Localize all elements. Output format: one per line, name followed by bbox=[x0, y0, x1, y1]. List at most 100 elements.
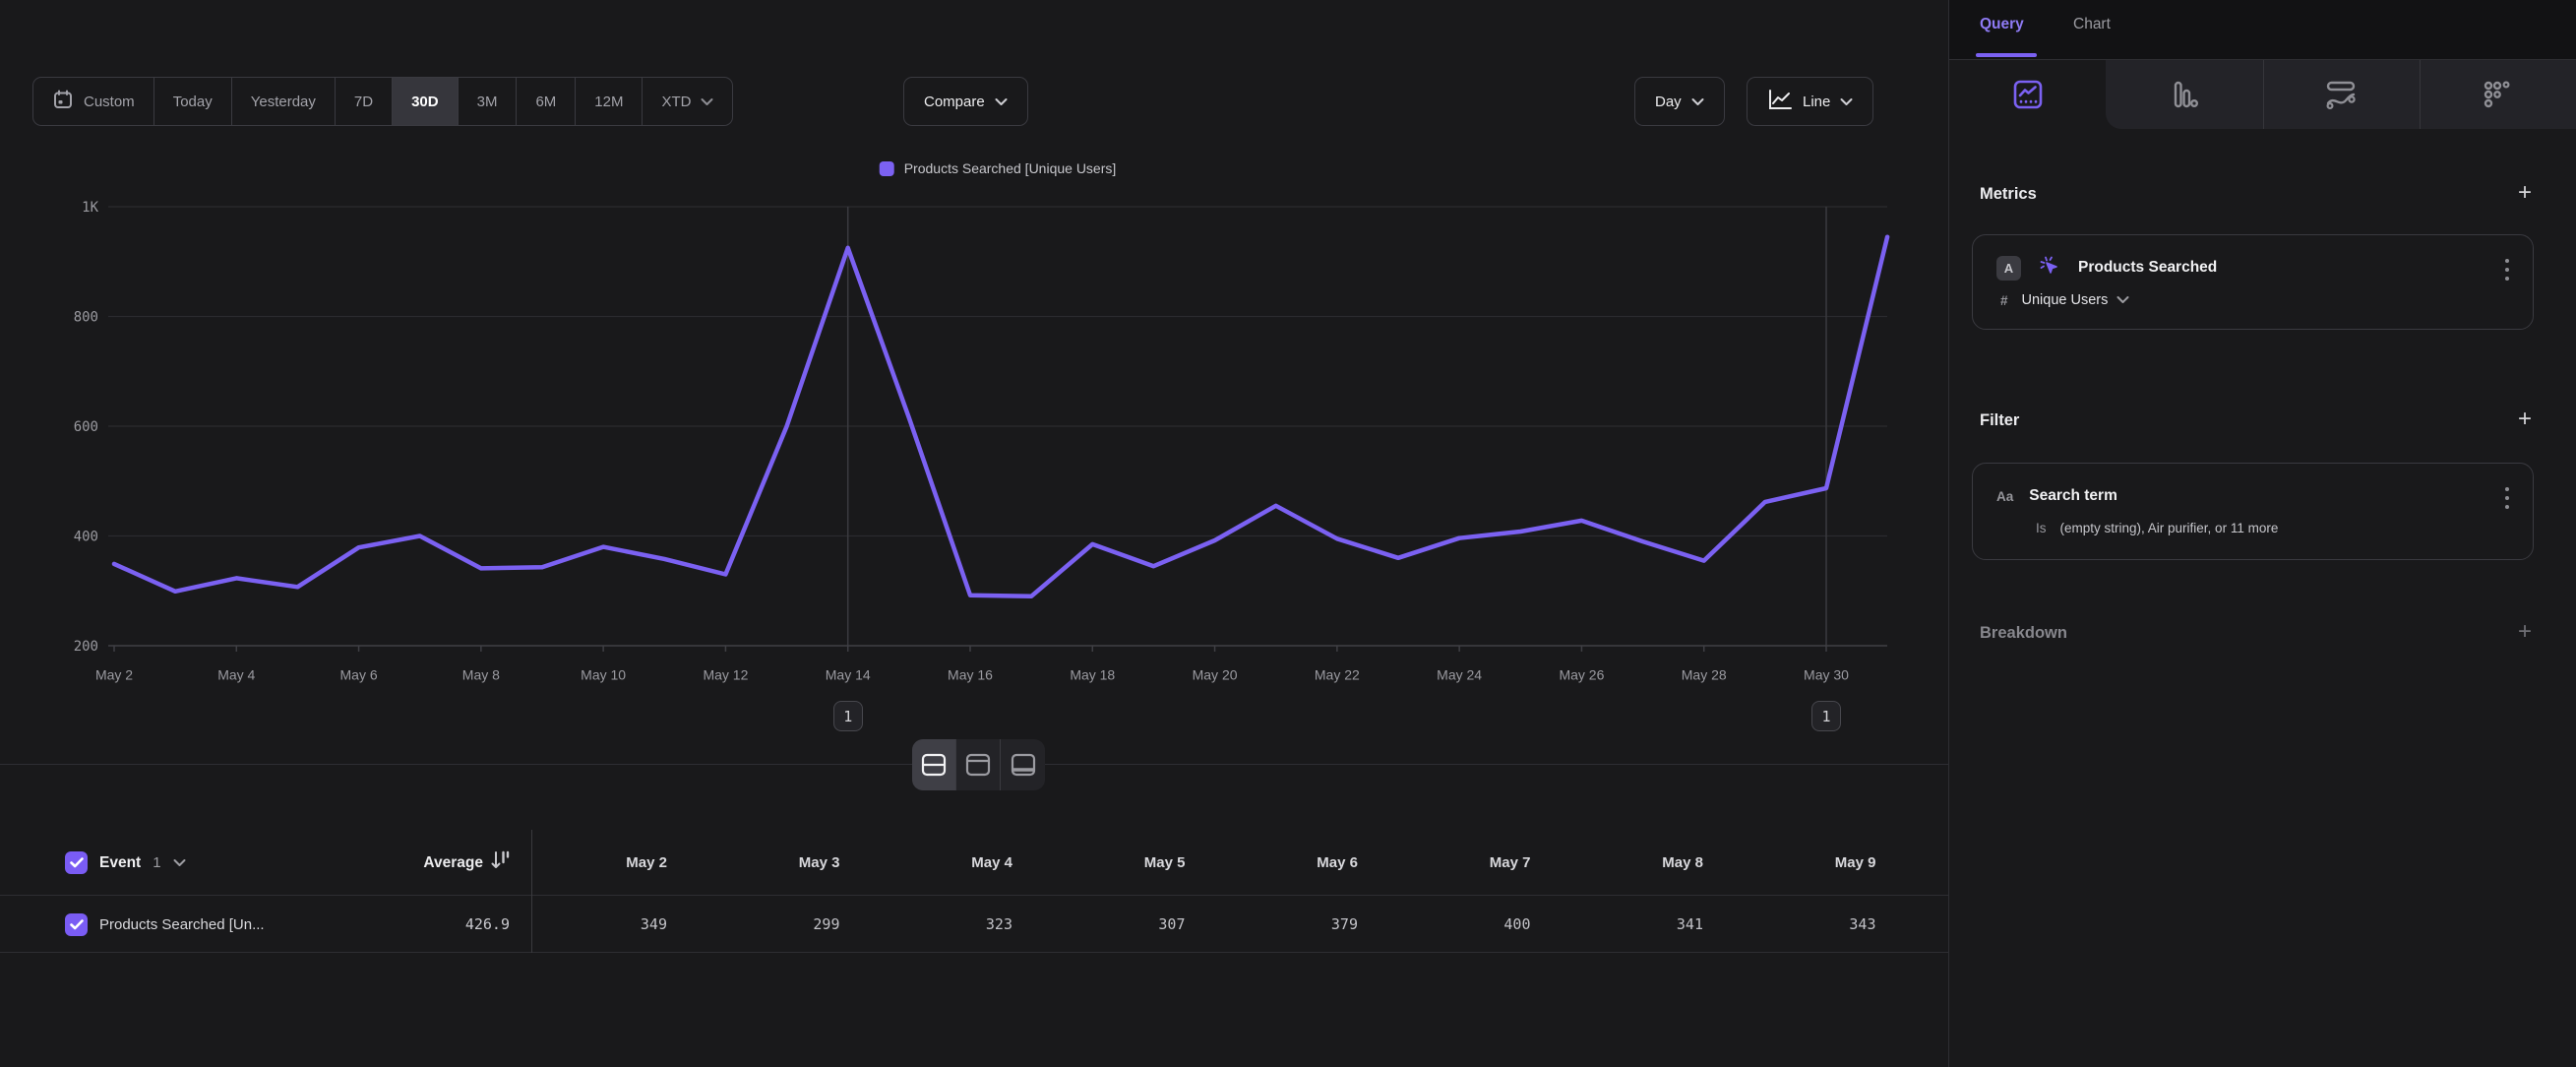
filter-card[interactable]: Aa Search term Is (empty string), Air pu… bbox=[1972, 463, 2534, 560]
compare-button[interactable]: Compare bbox=[903, 77, 1028, 126]
report-tab-insights[interactable] bbox=[1949, 60, 2106, 129]
add-metric-button[interactable]: + bbox=[2517, 179, 2532, 206]
date-column-header[interactable]: May 6 bbox=[1317, 854, 1358, 871]
x-axis-tick-label: May 24 bbox=[1437, 666, 1482, 682]
layout-chart-and-table-button[interactable] bbox=[912, 739, 956, 790]
x-axis-tick-label: May 4 bbox=[217, 666, 255, 682]
x-axis-tick-label: May 10 bbox=[581, 666, 626, 682]
sort-descending-icon[interactable] bbox=[491, 850, 510, 875]
date-column-header[interactable]: May 8 bbox=[1662, 854, 1703, 871]
line-chart[interactable]: 1K 800 600 400 200 May 2 May 4 May 6 May 8 May 10… bbox=[0, 0, 1948, 748]
table-row[interactable]: Products Searched [Un... 426.9 349 299 323… bbox=[0, 896, 1948, 953]
row-checkbox[interactable] bbox=[65, 912, 88, 936]
x-axis-tick-label: May 16 bbox=[948, 666, 993, 682]
annotation-badge[interactable]: 1 bbox=[832, 701, 863, 731]
report-main: Custom Today Yesterday 7D 30D 3M 6M 12M XTD Comp… bbox=[0, 0, 1948, 953]
breakdown-section-title: Breakdown bbox=[1980, 624, 2067, 642]
range-xtd[interactable]: XTD bbox=[643, 78, 732, 125]
event-header-label: Event bbox=[99, 853, 142, 871]
series-line[interactable] bbox=[111, 234, 1890, 599]
chevron-down-icon bbox=[701, 97, 713, 105]
active-tab-underline bbox=[1976, 53, 2037, 57]
row-average-value: 426.9 bbox=[464, 915, 510, 933]
x-axis-tick-label: May 28 bbox=[1682, 666, 1727, 682]
tab-query[interactable]: Query bbox=[1980, 16, 2024, 32]
report-tab-funnels[interactable] bbox=[2106, 60, 2262, 129]
filter-condition: Is (empty string), Air purifier, or 11 m… bbox=[2036, 521, 2278, 535]
y-axis-tick-label: 200 bbox=[74, 639, 98, 655]
layout-toggle bbox=[912, 739, 1045, 790]
range-12m[interactable]: 12M bbox=[576, 78, 644, 125]
range-7d[interactable]: 7D bbox=[336, 78, 394, 125]
layout-chart-only-button[interactable] bbox=[956, 739, 1001, 790]
toolbar: Custom Today Yesterday 7D 30D 3M 6M 12M XTD Comp… bbox=[32, 77, 1889, 126]
chevron-down-icon[interactable] bbox=[173, 854, 186, 872]
chevron-down-icon bbox=[1840, 94, 1853, 110]
chevron-down-icon bbox=[1691, 97, 1704, 105]
chevron-down-icon bbox=[2116, 292, 2129, 308]
date-column-header[interactable]: May 5 bbox=[1143, 854, 1186, 871]
filter-section-title: Filter bbox=[1980, 411, 2020, 429]
metric-aggregation: # Unique Users bbox=[2000, 292, 2129, 308]
average-column-header[interactable]: Average bbox=[352, 830, 510, 896]
chevron-down-icon bbox=[1840, 97, 1853, 105]
date-column-header[interactable]: May 7 bbox=[1489, 854, 1531, 871]
row-value-cell: 341 bbox=[1676, 915, 1703, 933]
chevron-down-icon bbox=[995, 94, 1008, 110]
row-value-cell: 323 bbox=[985, 915, 1012, 933]
event-checkbox[interactable] bbox=[65, 851, 88, 874]
row-event: Products Searched [Un... bbox=[65, 896, 265, 953]
y-axis-tick-label: 600 bbox=[74, 419, 98, 435]
date-column-header[interactable]: May 2 bbox=[626, 854, 667, 871]
range-custom[interactable]: Custom bbox=[33, 78, 154, 125]
range-label: 3M bbox=[476, 93, 498, 110]
range-label: 6M bbox=[535, 93, 557, 110]
sort-descending-icon[interactable] bbox=[491, 850, 510, 870]
range-label: 12M bbox=[594, 93, 624, 110]
metric-card[interactable]: A Products Searched # Unique Users bbox=[1972, 234, 2534, 330]
check-icon bbox=[69, 857, 84, 868]
chart-type-label: Line bbox=[1803, 93, 1831, 110]
x-axis-tick-label: May 14 bbox=[826, 666, 871, 682]
date-column-header[interactable]: May 4 bbox=[971, 854, 1012, 871]
check-icon bbox=[69, 918, 84, 929]
add-filter-button[interactable]: + bbox=[2517, 406, 2532, 432]
chart-type-button[interactable]: Line bbox=[1747, 77, 1874, 126]
layout-table-only-icon bbox=[1011, 753, 1035, 777]
granularity-button[interactable]: Day bbox=[1634, 77, 1725, 126]
x-axis-tick-label: May 8 bbox=[462, 666, 500, 682]
range-label: 30D bbox=[411, 93, 439, 110]
average-header-label: Average bbox=[423, 853, 483, 871]
report-tab-flows[interactable] bbox=[2263, 60, 2420, 129]
row-value-cell: 400 bbox=[1503, 915, 1531, 933]
y-axis-tick-label: 400 bbox=[74, 530, 98, 545]
range-30d[interactable]: 30D bbox=[393, 78, 459, 125]
annotation-badge[interactable]: 1 bbox=[1811, 701, 1841, 731]
metric-menu-icon[interactable] bbox=[2503, 257, 2511, 282]
main-sidebar-divider bbox=[1948, 0, 1949, 1067]
filter-menu-icon[interactable] bbox=[2503, 485, 2511, 511]
aggregation-dropdown[interactable]: Unique Users bbox=[2022, 292, 2130, 308]
range-label: Today bbox=[172, 93, 213, 110]
event-count: 1 bbox=[153, 854, 161, 871]
x-axis-tick-label: May 2 bbox=[95, 666, 133, 682]
range-yesterday[interactable]: Yesterday bbox=[232, 78, 336, 125]
range-6m[interactable]: 6M bbox=[517, 78, 577, 125]
date-column-header[interactable]: May 9 bbox=[1834, 854, 1876, 871]
add-breakdown-button[interactable]: + bbox=[2517, 618, 2532, 645]
compare-label: Compare bbox=[924, 93, 985, 110]
date-range-group: Custom Today Yesterday 7D 30D 3M 6M 12M XTD bbox=[32, 77, 734, 126]
tab-chart[interactable]: Chart bbox=[2073, 16, 2111, 32]
layout-table-only-button[interactable] bbox=[1001, 739, 1045, 790]
date-column-header[interactable]: May 3 bbox=[798, 854, 840, 871]
range-3m[interactable]: 3M bbox=[459, 78, 518, 125]
filter-property-name: Search term bbox=[2029, 487, 2117, 504]
range-today[interactable]: Today bbox=[154, 78, 232, 125]
retention-icon bbox=[2484, 81, 2510, 108]
filter-value[interactable]: (empty string), Air purifier, or 11 more bbox=[2059, 521, 2279, 535]
granularity-label: Day bbox=[1655, 93, 1682, 110]
text-property-icon: Aa bbox=[1996, 488, 2014, 504]
x-axis-tick-label: May 22 bbox=[1315, 666, 1360, 682]
report-tab-retention[interactable] bbox=[2420, 60, 2576, 129]
